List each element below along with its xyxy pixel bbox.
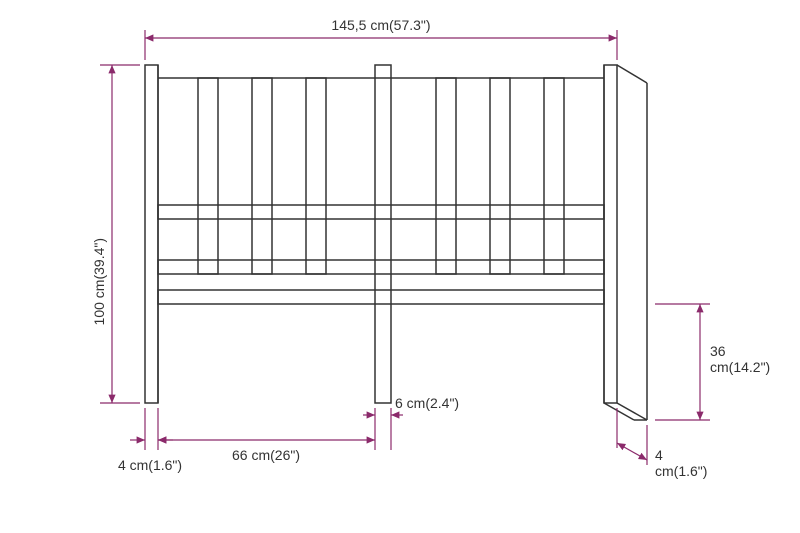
label-total-width: 145,5 cm(57.3") xyxy=(331,17,430,33)
dimension-diagram: 145,5 cm(57.3") 100 cm(39.4") 4 cm(1.6")… xyxy=(0,0,800,533)
label-leg-depth-a: 4 xyxy=(655,447,663,463)
label-leg-height-b: cm(14.2") xyxy=(710,359,770,375)
dim-total-width: 145,5 cm(57.3") xyxy=(145,17,617,60)
label-post-depth-left: 4 cm(1.6") xyxy=(118,457,182,473)
label-center-post: 6 cm(2.4") xyxy=(395,395,459,411)
headboard-outline xyxy=(145,65,647,420)
label-leg-depth-b: cm(1.6") xyxy=(655,463,707,479)
dim-leg-height: 36 cm(14.2") xyxy=(655,304,770,420)
dim-total-height: 100 cm(39.4") xyxy=(91,65,140,403)
label-total-height: 100 cm(39.4") xyxy=(91,238,107,325)
label-leg-height-a: 36 xyxy=(710,343,726,359)
label-panel-width: 66 cm(26") xyxy=(232,447,300,463)
dim-panel-width: 66 cm(26") xyxy=(158,408,375,463)
